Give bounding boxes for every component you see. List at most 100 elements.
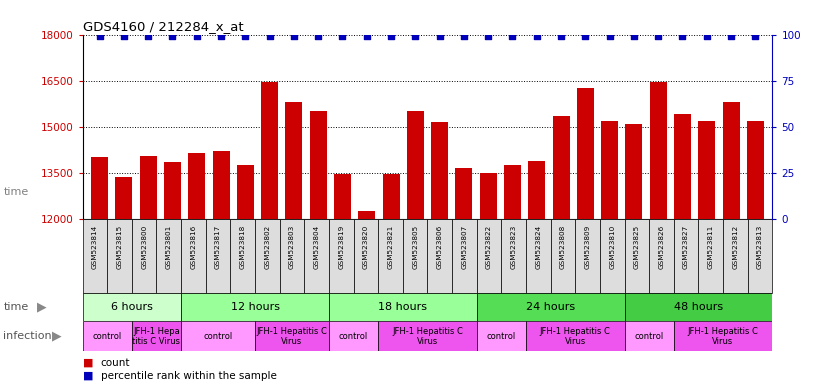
Text: time: time [3, 302, 29, 312]
Bar [261, 82, 278, 384]
Point [458, 33, 471, 39]
Text: ▶: ▶ [37, 300, 47, 313]
Text: 18 hours: 18 hours [378, 302, 427, 312]
Text: GSM523813: GSM523813 [757, 225, 763, 269]
Point [384, 33, 397, 39]
Point [748, 33, 762, 39]
FancyBboxPatch shape [132, 219, 156, 293]
Text: GSM523819: GSM523819 [338, 225, 344, 269]
Point [117, 33, 131, 39]
Bar [212, 151, 230, 384]
Text: GSM523821: GSM523821 [387, 225, 393, 269]
Bar [698, 121, 715, 384]
Point [336, 33, 349, 39]
Text: ■: ■ [83, 371, 93, 381]
Text: GSM523807: GSM523807 [462, 225, 468, 269]
FancyBboxPatch shape [624, 293, 772, 321]
Bar [601, 121, 618, 384]
Text: 48 hours: 48 hours [674, 302, 723, 312]
FancyBboxPatch shape [378, 321, 477, 351]
Bar [164, 162, 181, 384]
Text: GSM523802: GSM523802 [264, 225, 270, 269]
Bar [286, 102, 302, 384]
FancyBboxPatch shape [748, 219, 772, 293]
Point [554, 33, 567, 39]
Text: GSM523817: GSM523817 [215, 225, 221, 269]
Text: count: count [101, 358, 131, 368]
Text: JFH-1 Hepatitis C
Virus: JFH-1 Hepatitis C Virus [540, 326, 610, 346]
Text: GSM523825: GSM523825 [634, 225, 640, 269]
Point [700, 33, 714, 39]
Bar [553, 116, 569, 384]
Point [433, 33, 446, 39]
Bar [116, 177, 132, 384]
Text: GSM523820: GSM523820 [363, 225, 369, 269]
Text: 6 hours: 6 hours [111, 302, 153, 312]
Bar [674, 114, 691, 384]
Text: GSM523816: GSM523816 [191, 225, 197, 269]
Text: GSM523826: GSM523826 [658, 225, 664, 269]
Text: JFH-1 Hepatitis C
Virus: JFH-1 Hepatitis C Virus [257, 326, 327, 346]
Bar [625, 124, 643, 384]
Text: control: control [339, 332, 368, 341]
Text: control: control [93, 332, 122, 341]
Bar [650, 82, 667, 384]
FancyBboxPatch shape [674, 321, 772, 351]
FancyBboxPatch shape [378, 219, 403, 293]
FancyBboxPatch shape [156, 219, 181, 293]
Bar [407, 111, 424, 384]
FancyBboxPatch shape [255, 219, 280, 293]
Point [409, 33, 422, 39]
Text: GSM523827: GSM523827 [683, 225, 689, 269]
FancyBboxPatch shape [477, 321, 526, 351]
FancyBboxPatch shape [674, 219, 699, 293]
Point [627, 33, 640, 39]
Bar [723, 102, 739, 384]
FancyBboxPatch shape [526, 219, 551, 293]
Text: JFH-1 Hepatitis C
Virus: JFH-1 Hepatitis C Virus [687, 326, 758, 346]
FancyBboxPatch shape [452, 219, 477, 293]
FancyBboxPatch shape [107, 219, 132, 293]
Bar [529, 161, 545, 384]
Bar [431, 122, 448, 384]
Point [166, 33, 179, 39]
Point [676, 33, 689, 39]
Bar [382, 174, 400, 384]
FancyBboxPatch shape [699, 219, 723, 293]
Point [311, 33, 325, 39]
FancyBboxPatch shape [304, 219, 329, 293]
Bar [91, 157, 108, 384]
Text: GSM523824: GSM523824 [535, 225, 541, 269]
Text: GSM523823: GSM523823 [510, 225, 517, 269]
Text: GSM523804: GSM523804 [314, 225, 320, 269]
Point [239, 33, 252, 39]
Text: GSM523811: GSM523811 [708, 225, 714, 269]
FancyBboxPatch shape [600, 219, 624, 293]
Bar [140, 156, 157, 384]
Text: GSM523815: GSM523815 [116, 225, 122, 269]
FancyBboxPatch shape [624, 321, 674, 351]
Text: GSM523818: GSM523818 [240, 225, 245, 269]
Text: GSM523812: GSM523812 [733, 225, 738, 269]
Text: GSM523806: GSM523806 [437, 225, 443, 269]
Text: GSM523809: GSM523809 [585, 225, 591, 269]
Text: GSM523822: GSM523822 [486, 225, 492, 269]
FancyBboxPatch shape [181, 293, 329, 321]
FancyBboxPatch shape [230, 219, 255, 293]
Bar [358, 211, 375, 384]
Point [482, 33, 495, 39]
FancyBboxPatch shape [255, 321, 329, 351]
FancyBboxPatch shape [403, 219, 428, 293]
Text: time: time [4, 187, 30, 197]
Text: control: control [203, 332, 233, 341]
Text: infection: infection [3, 331, 52, 341]
Point [506, 33, 519, 39]
Point [530, 33, 544, 39]
FancyBboxPatch shape [723, 219, 748, 293]
Text: GSM523803: GSM523803 [289, 225, 295, 269]
FancyBboxPatch shape [477, 219, 501, 293]
FancyBboxPatch shape [501, 219, 526, 293]
FancyBboxPatch shape [181, 219, 206, 293]
Bar [455, 168, 472, 384]
Point [215, 33, 228, 39]
